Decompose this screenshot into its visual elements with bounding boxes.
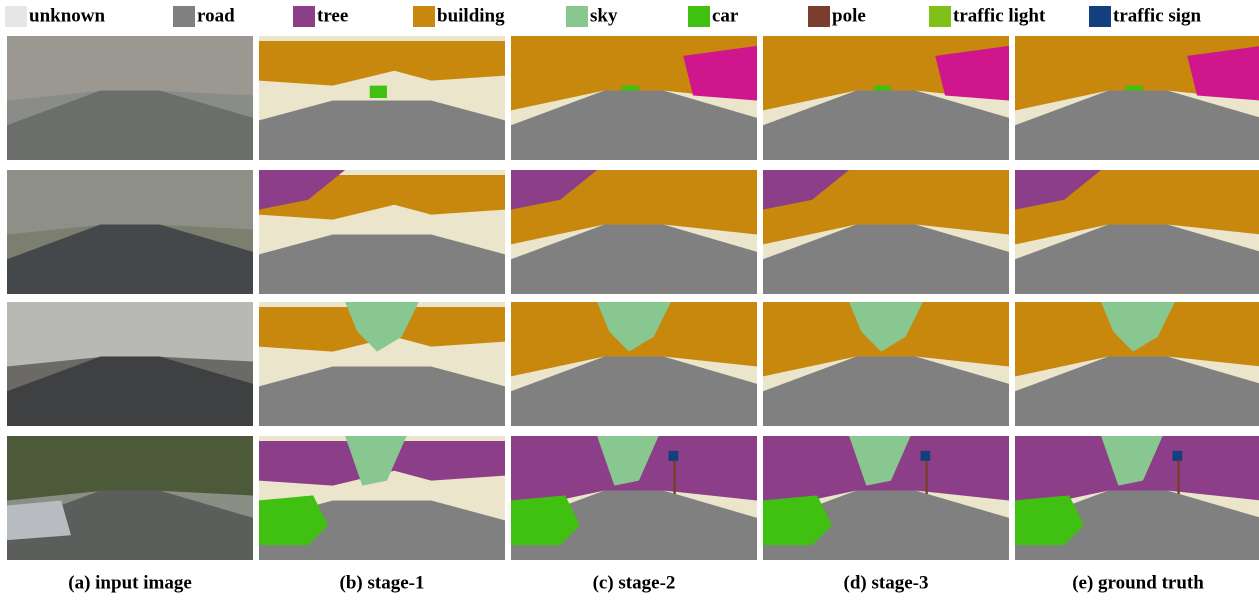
caption: (d) stage-3	[844, 572, 929, 593]
segmentation-map	[763, 36, 1009, 160]
legend-label: pole	[832, 5, 866, 26]
legend-swatch	[413, 6, 435, 27]
legend-label: unknown	[29, 5, 105, 26]
input-image	[7, 36, 253, 160]
segmentation-map	[763, 302, 1009, 426]
legend-swatch	[173, 6, 195, 27]
segmentation-map	[1015, 170, 1259, 294]
segmentation-map	[763, 170, 1009, 294]
region	[370, 86, 387, 98]
region	[920, 451, 930, 461]
region	[668, 451, 678, 461]
segmentation-map	[259, 36, 505, 160]
legend-swatch	[566, 6, 588, 27]
legend-label: building	[437, 5, 505, 26]
legend-swatch	[1089, 6, 1111, 27]
segmentation-map	[763, 436, 1009, 560]
region	[1172, 451, 1182, 461]
figure: unknown road tree building sky car pole traffic…	[0, 0, 1259, 604]
legend-label: traffic light	[953, 5, 1046, 26]
caption: (c) stage-2	[593, 572, 676, 593]
segmentation-map	[259, 170, 505, 294]
legend-swatch	[929, 6, 951, 27]
legend-swatch	[293, 6, 315, 27]
caption: (e) ground truth	[1072, 572, 1204, 593]
segmentation-map	[511, 302, 757, 426]
input-image	[7, 170, 253, 294]
legend-swatch	[688, 6, 710, 27]
segmentation-map	[1015, 436, 1259, 560]
legend-label: tree	[317, 5, 348, 26]
legend-label: sky	[590, 5, 618, 26]
legend-label: road	[197, 5, 235, 26]
photo-car	[7, 500, 71, 540]
legend-label: car	[712, 5, 739, 26]
segmentation-map	[259, 436, 505, 560]
caption: (a) input image	[68, 572, 192, 593]
segmentation-map	[511, 36, 757, 160]
segmentation-map	[511, 170, 757, 294]
legend-label: traffic sign	[1113, 5, 1202, 26]
segmentation-map	[1015, 302, 1259, 426]
caption: (b) stage-1	[340, 572, 425, 593]
segmentation-map	[1015, 36, 1259, 160]
segmentation-map	[259, 302, 505, 426]
legend-swatch	[5, 6, 27, 27]
legend-swatch	[808, 6, 830, 27]
input-image	[7, 302, 253, 426]
segmentation-map	[511, 436, 757, 560]
input-image	[7, 436, 253, 560]
